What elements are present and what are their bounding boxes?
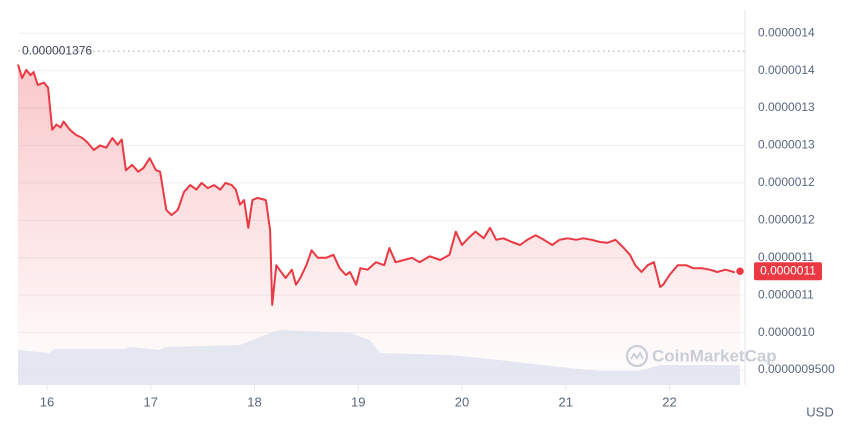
volume-area	[18, 330, 740, 385]
y-tick-label: 0.0000013	[758, 100, 815, 114]
y-tick-label: 0.0000012	[758, 213, 815, 227]
watermark-text: CoinMarketCap	[652, 346, 777, 365]
watermark: CoinMarketCap	[625, 344, 777, 368]
currency-label: USD	[806, 404, 833, 419]
last-price-box	[754, 262, 822, 281]
last-point	[734, 265, 746, 277]
x-tick-label: 19	[351, 394, 365, 409]
y-tick-label: 0.0000009500	[758, 362, 835, 376]
reference-label: 0.000001376	[22, 43, 92, 57]
front-layer: 0.00000095000.00000100.00000110.00000110…	[17, 25, 835, 409]
y-tick-label: 0.0000011	[758, 250, 814, 264]
y-tick-label: 0.0000014	[758, 63, 815, 77]
watermark-logo	[625, 344, 649, 368]
x-tick-label: 21	[558, 394, 572, 409]
x-tick-label: 20	[455, 394, 469, 409]
y-tick-label: 0.0000011	[758, 287, 814, 301]
price-area	[18, 64, 740, 385]
back-layer	[18, 32, 745, 390]
volume-layer	[18, 330, 740, 385]
y-tick-label: 0.0000012	[758, 175, 815, 189]
price-line	[17, 64, 741, 306]
y-tick-label: 0.0000013	[758, 138, 815, 152]
watermark-logo-mark	[630, 351, 644, 360]
x-tick-label: 17	[144, 394, 158, 409]
x-tick-label: 22	[662, 394, 676, 409]
last-price-label: 0.0000011	[760, 263, 816, 277]
x-tick-label: 16	[40, 394, 54, 409]
y-tick-label: 0.0000010	[758, 325, 815, 339]
x-tick-label: 18	[247, 394, 261, 409]
y-tick-label: 0.0000014	[758, 25, 815, 39]
